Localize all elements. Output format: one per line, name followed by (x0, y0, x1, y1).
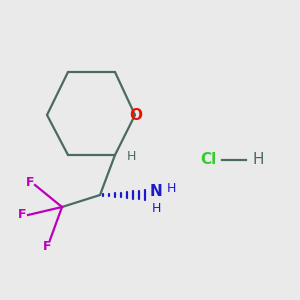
Text: O: O (130, 107, 142, 122)
Text: F: F (26, 176, 34, 188)
Text: H: H (252, 152, 264, 167)
Text: F: F (43, 241, 51, 254)
Text: H: H (126, 151, 136, 164)
Text: H: H (151, 202, 161, 214)
Text: N: N (150, 184, 162, 199)
Text: H: H (166, 182, 176, 196)
Text: Cl: Cl (200, 152, 216, 167)
Text: F: F (18, 208, 26, 221)
